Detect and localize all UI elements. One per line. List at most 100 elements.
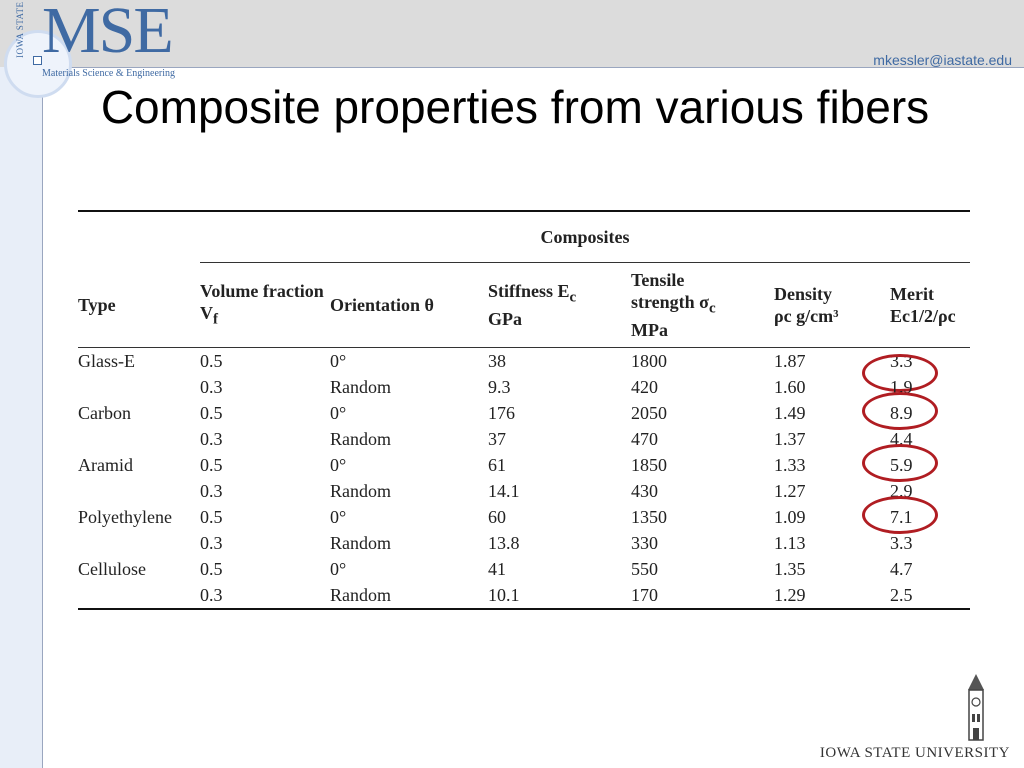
cell-tensile-strength: 1350	[631, 507, 667, 527]
cell-density: 1.35	[774, 559, 806, 579]
cell-merit: 4.7	[890, 559, 913, 579]
cell-merit: 7.1	[862, 496, 970, 534]
slide-title: Composite properties from various fibers	[100, 81, 930, 133]
table-row: Glass-E 0.5 0° 38 1800 1.87 3.3	[78, 348, 970, 392]
cell-tensile-strength: 1800	[631, 351, 667, 371]
col-header-stiffness: Stiffness Ec GPa	[488, 262, 631, 348]
col-header-merit: Merit Ec1/2/ρc	[890, 262, 970, 348]
cell-orientation: Random	[330, 582, 488, 610]
cell-volume-fraction: 0.5	[200, 455, 223, 475]
cell-merit: 2.5	[890, 582, 970, 610]
logo-square-mark	[33, 56, 42, 65]
table-row: Carbon 0.5 0° 176 2050 1.49 8.9	[78, 392, 970, 430]
cell-density: 1.29	[774, 582, 890, 610]
table-row: 0.3 Random 13.8 330 1.13 3.3	[78, 530, 970, 556]
merit-highlight-circle	[862, 496, 938, 534]
cell-volume-fraction: 0.5	[200, 351, 223, 371]
cell-volume-fraction: 0.3	[200, 377, 223, 397]
cell-stiffness: 37	[488, 429, 506, 449]
table-row: Aramid 0.5 0° 61 1850 1.33 5.9	[78, 444, 970, 482]
cell-type: Glass-E	[78, 351, 135, 371]
header-divider	[0, 67, 1024, 68]
cell-volume-fraction: 0.5	[200, 403, 223, 423]
cell-density: 1.37	[774, 429, 806, 449]
group-header-row: Composites	[78, 211, 970, 263]
cell-orientation: 0°	[330, 403, 347, 423]
table-row: 0.3 Random 14.1 430 1.27 2.9	[78, 478, 970, 504]
cell-orientation: 0°	[330, 455, 347, 475]
cell-orientation: Random	[330, 481, 391, 501]
mse-logo: MSE IOWA STATE UNIVERSITY Materials Scie…	[0, 0, 200, 100]
cell-density: 1.49	[774, 403, 806, 423]
cell-volume-fraction: 0.3	[200, 533, 223, 553]
cell-tensile-strength: 170	[631, 582, 774, 610]
table-row: 0.3 Random 10.1 170 1.29 2.5	[78, 582, 970, 610]
cell-orientation: 0°	[330, 351, 347, 371]
cell-stiffness: 41	[488, 559, 506, 579]
cell-merit: 5.9	[862, 444, 970, 482]
cell-density: 1.87	[774, 351, 806, 371]
col-header-orientation: Orientation θ	[330, 262, 488, 348]
cell-stiffness: 38	[488, 351, 506, 371]
table-row: Cellulose 0.5 0° 41 550 1.35 4.7	[78, 556, 970, 582]
cell-stiffness: 13.8	[488, 533, 520, 553]
logo-mse-text: MSE	[42, 0, 174, 67]
cell-tensile-strength: 430	[631, 481, 658, 501]
cell-density: 1.27	[774, 481, 806, 501]
table-row: 0.3 Random 37 470 1.37 4.4	[78, 426, 970, 452]
cell-stiffness: 14.1	[488, 481, 520, 501]
cell-tensile-strength: 330	[631, 533, 658, 553]
cell-orientation: Random	[330, 533, 391, 553]
cell-type	[78, 582, 200, 610]
table-row: Polyethylene 0.5 0° 60 1350 1.09 7.1	[78, 496, 970, 534]
col-header-tensile-strength: Tensile strength σc MPa	[631, 262, 774, 348]
cell-stiffness: 60	[488, 507, 506, 527]
cell-tensile-strength: 420	[631, 377, 658, 397]
cell-density: 1.13	[774, 533, 806, 553]
cell-type	[78, 478, 200, 504]
cell-tensile-strength: 470	[631, 429, 658, 449]
logo-subtitle: Materials Science & Engineering	[42, 68, 176, 79]
group-header-composites: Composites	[200, 211, 970, 263]
cell-volume-fraction: 0.5	[200, 507, 223, 527]
table-body: Glass-E 0.5 0° 38 1800 1.87 3.3 0.3 Random 9.3 420…	[78, 348, 970, 610]
cell-merit: 3.3	[862, 348, 970, 392]
cell-type: Cellulose	[78, 559, 146, 579]
cell-type: Carbon	[78, 403, 131, 423]
cell-merit: 8.9	[862, 392, 970, 430]
cell-orientation: Random	[330, 377, 391, 397]
table-row: 0.3 Random 9.3 420 1.60 1.9	[78, 374, 970, 400]
column-header-row: Type Volume fraction Vf Orientation θ St…	[78, 262, 970, 348]
cell-stiffness: 61	[488, 455, 506, 475]
merit-highlight-circle	[862, 444, 938, 482]
cell-type: Aramid	[78, 455, 133, 475]
cell-volume-fraction: 0.3	[200, 429, 223, 449]
cell-density: 1.09	[774, 507, 806, 527]
cell-type	[78, 374, 200, 400]
left-margin-band	[0, 67, 43, 768]
header-band	[0, 0, 1024, 67]
campanile-icon	[968, 674, 984, 741]
author-email: mkessler@iastate.edu	[873, 52, 1012, 68]
col-header-type: Type	[78, 262, 200, 348]
cell-type: Polyethylene	[78, 507, 172, 527]
cell-volume-fraction: 0.3	[200, 582, 330, 610]
cell-stiffness: 10.1	[488, 582, 631, 610]
composite-properties-table: Composites Type Volume fraction Vf Orien…	[78, 210, 970, 610]
merit-highlight-circle	[862, 354, 938, 392]
cell-tensile-strength: 550	[631, 559, 658, 579]
cell-stiffness: 9.3	[488, 377, 511, 397]
university-footer-logo: IOWA STATE UNIVERSITY	[806, 672, 1016, 762]
logo-university-vertical: IOWA STATE UNIVERSITY	[15, 0, 25, 58]
university-name: IOWA STATE UNIVERSITY	[819, 745, 1010, 761]
cell-stiffness: 176	[488, 403, 515, 423]
cell-tensile-strength: 1850	[631, 455, 667, 475]
cell-merit: 3.3	[890, 533, 913, 553]
col-header-volume-fraction: Volume fraction Vf	[200, 262, 330, 348]
cell-orientation: 0°	[330, 507, 347, 527]
cell-orientation: 0°	[330, 559, 347, 579]
col-header-density: Density ρc g/cm³	[774, 262, 890, 348]
cell-type	[78, 530, 200, 556]
cell-density: 1.60	[774, 377, 806, 397]
cell-orientation: Random	[330, 429, 391, 449]
